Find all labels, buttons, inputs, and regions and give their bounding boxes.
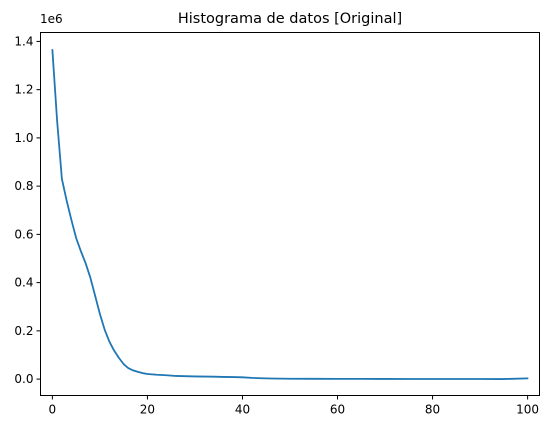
x-tick-label: 100 xyxy=(516,403,539,417)
y-tick-label: 1.0 xyxy=(14,131,33,145)
y-tick-label: 0.6 xyxy=(14,227,33,241)
y-tick-label: 0.4 xyxy=(14,276,33,290)
plot-area xyxy=(51,48,529,380)
y-axis: 0.0 0.2 0.4 0.6 0.8 1.0 1.2 1.4 xyxy=(14,34,41,386)
axes-frame xyxy=(40,32,540,396)
x-tick-label: 60 xyxy=(330,403,345,417)
x-tick-label: 40 xyxy=(235,403,250,417)
y-axis-offset-label: 1e6 xyxy=(40,12,63,26)
x-tick-label: 80 xyxy=(425,403,440,417)
series-line-0 xyxy=(51,48,529,380)
y-tick-label: 0.8 xyxy=(14,179,33,193)
y-tick-label: 1.2 xyxy=(14,83,33,97)
x-axis: 0 20 40 60 80 100 xyxy=(49,395,539,417)
y-tick-label: 0.0 xyxy=(14,372,33,386)
x-tick-label: 0 xyxy=(49,403,57,417)
x-tick-label: 20 xyxy=(140,403,155,417)
y-tick-label: 1.4 xyxy=(14,34,33,48)
chart-title: Histograma de datos [Original] xyxy=(178,11,402,27)
y-tick-label: 0.2 xyxy=(14,324,33,338)
